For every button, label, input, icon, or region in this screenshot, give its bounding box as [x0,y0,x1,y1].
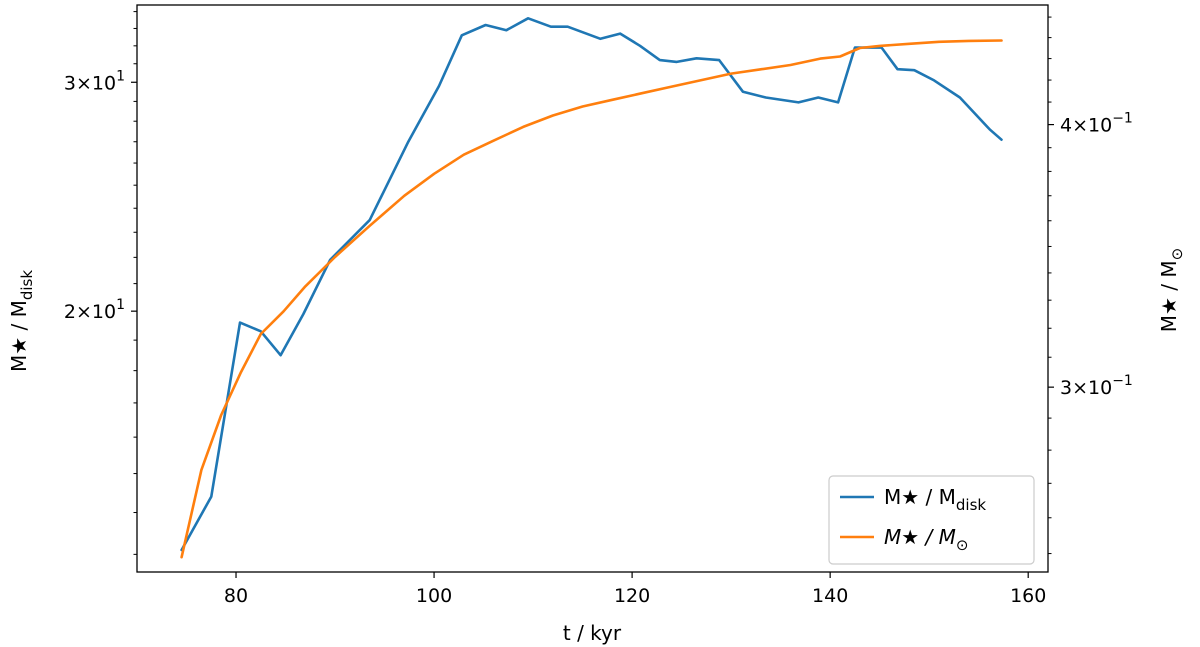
series-layer [180,16,1003,559]
x-tick-label-3: 140 [812,585,848,607]
legend-label-1: M★ / M⊙ [884,525,968,554]
axes-layer: 80 100 120 140 160 2×101 3×101 3×10−1 4×10−1 [64,11,1133,607]
plot-area [136,4,1049,573]
legend-label-0: M★ / Mdisk [884,485,986,514]
legend: M★ / Mdisk M★ / M⊙ [828,475,1035,565]
y-right-label-sub: ⊙ [1168,248,1186,261]
y-left-axis-label: M★ / Mdisk [7,270,36,372]
x-tick-label-4: 160 [1010,585,1046,607]
x-tick-label-0: 80 [224,585,248,607]
y-left-tick-label-0: 2×101 [64,297,125,323]
x-tick-label-2: 120 [614,585,650,607]
x-axis-label: t / kyr [563,621,622,645]
y-left-tick-label-1: 3×101 [64,68,125,94]
x-tick-label-1: 100 [416,585,452,607]
y-right-tick-label-1: 4×10−1 [1060,111,1133,137]
series-line-1 [180,39,1003,559]
y-right-axis-label: M★ / M⊙ [1157,248,1186,332]
y-left-label-main: M★ / M [7,300,31,372]
series-line-0 [180,16,1003,552]
legend-box [828,475,1035,565]
plot-frame [136,4,1049,573]
y-right-tick-label-0: 3×10−1 [1060,373,1133,399]
y-right-label-main: M★ / M [1157,260,1181,332]
y-left-label-sub: disk [18,270,36,301]
